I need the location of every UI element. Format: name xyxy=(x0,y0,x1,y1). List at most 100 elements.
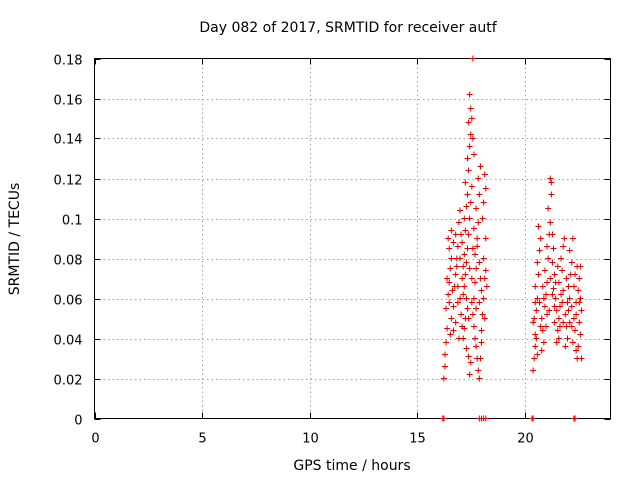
data-point xyxy=(469,135,476,142)
data-point xyxy=(461,215,468,222)
data-point xyxy=(535,271,542,278)
data-point xyxy=(481,315,488,322)
y-tick-label: 0 xyxy=(74,414,82,429)
data-point xyxy=(472,279,479,286)
data-point xyxy=(555,315,562,322)
data-point xyxy=(473,343,480,350)
data-point xyxy=(452,231,459,238)
data-point xyxy=(532,343,539,350)
data-point xyxy=(543,291,549,298)
x-axis: 0 5 10 15 20 xyxy=(91,58,534,447)
data-point xyxy=(473,265,480,272)
data-point xyxy=(444,275,451,282)
data-point xyxy=(481,171,488,178)
y-tick-label: 0.16 xyxy=(54,94,83,109)
x-axis-label: GPS time / hours xyxy=(293,458,410,474)
data-point xyxy=(443,339,450,346)
data-point xyxy=(558,291,565,298)
data-point xyxy=(475,219,482,226)
data-point xyxy=(550,245,557,252)
data-point xyxy=(463,345,470,352)
data-point xyxy=(467,199,474,206)
x-tick-label: 15 xyxy=(409,432,426,447)
data-point xyxy=(470,151,477,158)
data-point xyxy=(561,235,568,242)
data-point xyxy=(445,291,452,298)
data-point xyxy=(569,235,576,242)
data-point xyxy=(464,191,471,198)
y-tick-label: 0.06 xyxy=(54,294,83,309)
data-point xyxy=(464,155,471,162)
data-point xyxy=(441,363,448,370)
data-point xyxy=(551,319,558,326)
data-point xyxy=(549,231,556,238)
data-point xyxy=(441,351,448,358)
y-tick-label: 0.14 xyxy=(54,133,83,148)
data-point xyxy=(466,143,473,150)
data-point xyxy=(552,295,559,302)
data-point xyxy=(577,331,584,338)
y-tick-label: 0.18 xyxy=(54,54,83,69)
data-point xyxy=(472,251,479,258)
data-point xyxy=(568,303,575,310)
data-point xyxy=(548,179,555,186)
data-point xyxy=(530,415,537,422)
data-point xyxy=(454,299,461,306)
data-point xyxy=(440,375,447,382)
data-point xyxy=(466,371,473,378)
y-tick-label: 0.08 xyxy=(54,254,83,269)
data-point xyxy=(532,283,539,290)
data-point xyxy=(576,299,583,306)
data-point xyxy=(444,325,451,332)
data-point xyxy=(543,323,549,330)
data-point xyxy=(541,303,548,310)
data-point xyxy=(560,319,567,326)
y-axis-label: SRMTID / TECUs xyxy=(7,183,23,296)
data-point xyxy=(577,263,584,270)
data-point xyxy=(455,219,462,226)
data-point xyxy=(474,235,481,242)
data-point xyxy=(482,185,489,192)
data-point xyxy=(554,327,561,334)
data-point xyxy=(470,323,477,330)
data-point xyxy=(536,247,543,254)
data-point xyxy=(544,243,551,250)
data-point xyxy=(463,259,470,266)
data-point xyxy=(468,275,475,282)
data-point xyxy=(465,231,472,238)
data-point xyxy=(537,235,544,242)
data-point xyxy=(560,287,567,294)
data-point xyxy=(462,315,469,322)
data-point xyxy=(467,359,474,366)
data-point xyxy=(562,343,569,350)
data-point xyxy=(448,255,455,262)
data-point xyxy=(482,267,489,274)
data-point xyxy=(475,367,482,374)
data-point xyxy=(460,335,467,342)
data-point xyxy=(459,275,466,282)
data-point xyxy=(555,335,562,342)
data-point xyxy=(575,343,582,350)
data-point xyxy=(454,243,461,250)
data-point xyxy=(476,259,483,266)
data-point xyxy=(478,339,485,346)
data-point xyxy=(565,307,572,314)
data-point xyxy=(566,247,573,254)
data-point xyxy=(462,179,469,186)
data-point xyxy=(466,265,473,272)
data-point xyxy=(538,347,545,354)
x-tick-label: 5 xyxy=(198,432,206,447)
data-point xyxy=(532,331,539,338)
data-point xyxy=(564,335,571,342)
data-point xyxy=(546,307,553,314)
y-axis: 0 0.02 0.04 0.06 0.08 0.1 0.12 0.14 0.16 0.18 xyxy=(54,54,611,429)
data-point xyxy=(452,271,459,278)
data-point xyxy=(559,299,566,306)
data-point xyxy=(533,307,540,314)
data-point xyxy=(450,239,457,246)
data-point xyxy=(476,375,483,382)
data-point xyxy=(477,355,484,362)
data-point xyxy=(534,259,541,266)
data-point xyxy=(448,315,455,322)
data-point xyxy=(457,207,463,214)
